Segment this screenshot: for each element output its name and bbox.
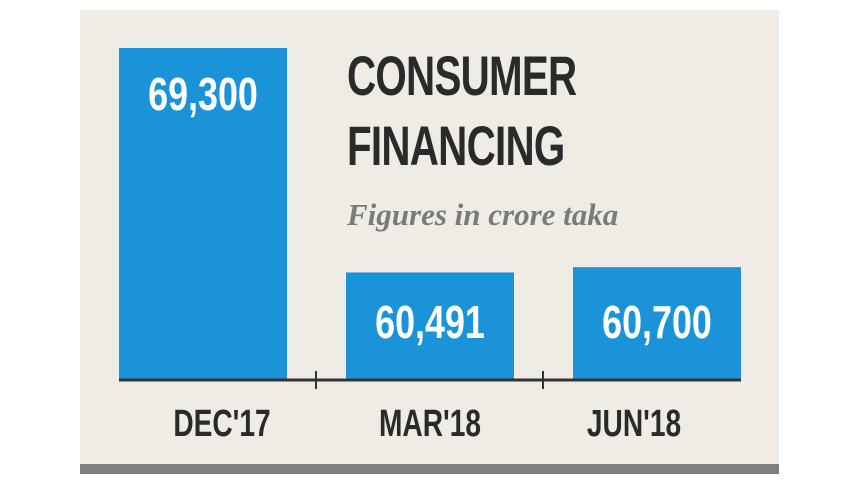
category-label-1: MAR'18 (379, 403, 481, 445)
bar-1 (346, 272, 514, 380)
labels-layer: 69,300 DEC'17 60,491 MAR'18 60,700 JUN'18 (148, 69, 712, 445)
bar-value-label-2: 60,700 (602, 297, 712, 348)
bar-0 (119, 48, 287, 380)
x-axis (119, 371, 741, 389)
category-label-0: DEC'17 (173, 403, 270, 445)
chart-title-line-2: FINANCING (347, 114, 565, 177)
bar-value-label-1: 60,491 (375, 297, 485, 348)
bottom-border-bar (80, 464, 779, 474)
bars-layer (119, 48, 741, 380)
bar-2 (573, 267, 741, 380)
chart-title-line-1: CONSUMER (347, 44, 577, 107)
bar-value-label-0: 69,300 (148, 69, 258, 120)
category-label-2: JUN'18 (587, 403, 681, 445)
chart-subtitle: Figures in crore taka (347, 197, 619, 232)
